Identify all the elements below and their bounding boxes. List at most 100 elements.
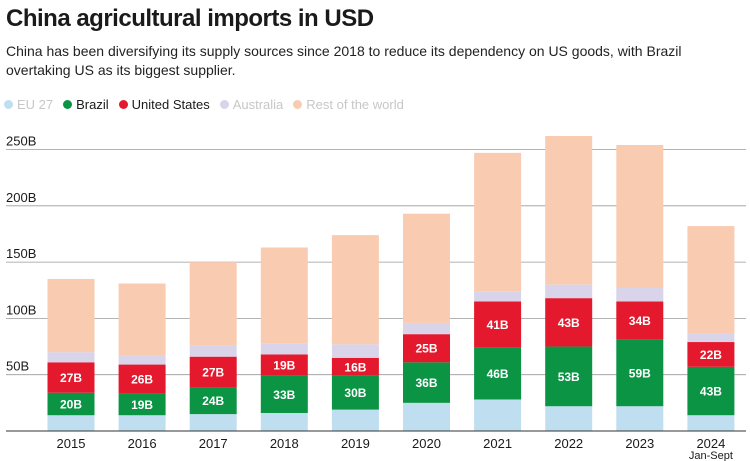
y-tick-label-250: 250B: [6, 134, 36, 149]
x-tick-label-2023: 2023: [625, 436, 654, 451]
bar-segment-eu-27-2022: [545, 406, 593, 431]
legend-swatch-rest-of-world: [293, 100, 303, 109]
bar-segment-rest-of-the-world-2019: [331, 235, 379, 345]
bar-segment-australia-2016: [118, 355, 166, 365]
bar-segment-united-states-2024: [687, 342, 735, 367]
bar-segment-eu-27-2020: [403, 402, 450, 431]
data-label-united-states-2016: 26B: [131, 373, 153, 387]
data-label-brazil-2019: 30B: [344, 386, 366, 400]
bar-segment-australia-2023: [616, 287, 664, 302]
x-tick-note-2024: Jan-Sept: [689, 450, 733, 461]
bar-segment-rest-of-the-world-2023: [616, 144, 664, 288]
bar-segment-rest-of-the-world-2021: [474, 152, 522, 292]
data-label-brazil-2020: 36B: [415, 376, 437, 390]
data-label-united-states-2019: 16B: [344, 360, 366, 374]
bar-segment-brazil-2024: [687, 366, 735, 416]
legend-label-australia: Australia: [232, 97, 284, 112]
chart-subtitle: China has been diversifying its supply s…: [6, 43, 682, 78]
bar-segment-australia-2015: [47, 352, 95, 363]
legend-label-united-states: United States: [131, 97, 210, 112]
x-tick-label-2024: 2024: [696, 436, 725, 451]
bar-segment-united-states-2022: [545, 298, 593, 347]
x-tick-label-2015: 2015: [57, 436, 86, 451]
bar-segment-brazil-2015: [47, 392, 95, 416]
data-label-brazil-2021: 46B: [487, 367, 509, 381]
legend-label-rest-of-world: Rest of the world: [306, 97, 404, 112]
bar-segment-brazil-2020: [403, 362, 450, 403]
data-label-brazil-2022: 53B: [558, 370, 580, 384]
bar-segment-australia-2021: [474, 291, 522, 302]
legend-item-brazil: Brazil: [63, 97, 109, 112]
data-label-united-states-2022: 43B: [558, 316, 580, 330]
legend-item-united-states: United States: [118, 97, 210, 112]
bar-segment-brazil-2017: [189, 387, 237, 415]
bar-segment-australia-2022: [545, 284, 593, 299]
bar-segment-eu-27-2021: [474, 399, 522, 431]
legend-item-australia: Australia: [219, 97, 284, 112]
bar-segment-united-states-2023: [616, 301, 664, 340]
legend-item-rest-of-world: Rest of the world: [293, 97, 404, 112]
data-label-brazil-2017: 24B: [202, 394, 224, 408]
legend: EU 27 Brazil United States Australia Res…: [4, 97, 404, 112]
bar-segment-united-states-2019: [331, 357, 379, 376]
bar-segment-eu-27-2018: [260, 412, 308, 431]
x-tick-label-2021: 2021: [483, 436, 512, 451]
data-label-united-states-2017: 27B: [202, 365, 224, 379]
y-tick-label-50: 50B: [6, 359, 29, 374]
bar-segment-australia-2018: [260, 343, 308, 355]
bar-segment-rest-of-the-world-2016: [118, 283, 166, 356]
data-label-brazil-2016: 19B: [131, 398, 153, 412]
x-tick-label-2020: 2020: [412, 436, 441, 451]
bar-segment-united-states-2017: [189, 356, 237, 388]
bar-segment-brazil-2022: [545, 346, 593, 407]
x-tick-label-2019: 2019: [341, 436, 370, 451]
bar-segment-united-states-2020: [403, 334, 450, 363]
y-tick-label-100: 100B: [6, 302, 36, 317]
legend-label-eu27: EU 27: [17, 97, 54, 112]
data-label-united-states-2020: 25B: [415, 342, 437, 356]
bar-segment-brazil-2021: [474, 347, 522, 400]
bar-segment-rest-of-the-world-2018: [260, 247, 308, 344]
data-label-brazil-2015: 20B: [60, 397, 82, 411]
bar-segment-united-states-2016: [118, 364, 166, 394]
legend-swatch-united-states: [118, 100, 128, 109]
bar-segment-eu-27-2016: [118, 415, 166, 431]
bar-segment-australia-2019: [331, 344, 379, 358]
bar-segment-eu-27-2019: [331, 409, 379, 431]
bar-segment-australia-2017: [189, 345, 237, 357]
bar-segment-brazil-2023: [616, 339, 664, 407]
data-label-brazil-2024: 43B: [700, 385, 722, 399]
data-label-brazil-2018: 33B: [273, 388, 295, 402]
data-label-united-states-2024: 22B: [700, 348, 722, 362]
bar-segment-eu-27-2015: [47, 415, 95, 431]
x-tick-label-2016: 2016: [128, 436, 157, 451]
data-label-united-states-2015: 27B: [60, 371, 82, 385]
data-label-united-states-2023: 34B: [629, 314, 651, 328]
legend-item-eu27: EU 27: [4, 97, 53, 112]
bar-segment-brazil-2018: [260, 375, 308, 413]
bar-segment-rest-of-the-world-2017: [189, 262, 237, 346]
bar-segment-rest-of-the-world-2022: [545, 135, 593, 285]
bar-segment-rest-of-the-world-2024: [687, 226, 735, 334]
y-tick-label-200: 200B: [6, 190, 36, 205]
legend-label-brazil: Brazil: [76, 97, 109, 112]
data-label-united-states-2021: 41B: [487, 318, 509, 332]
data-label-brazil-2023: 59B: [629, 367, 651, 381]
chart-title: China agricultural imports in USD: [6, 5, 374, 32]
bar-segment-eu-27-2023: [616, 406, 664, 431]
bar-segment-australia-2020: [403, 322, 450, 335]
bar-segment-brazil-2019: [331, 375, 379, 410]
y-tick-label-150: 150B: [6, 246, 36, 261]
legend-swatch-eu27: [4, 100, 13, 109]
bar-segment-united-states-2018: [260, 354, 308, 376]
data-label-united-states-2018: 19B: [273, 359, 295, 373]
legend-swatch-australia: [219, 100, 229, 109]
bar-segment-eu-27-2024: [687, 415, 735, 431]
x-tick-label-2018: 2018: [270, 436, 299, 451]
bar-segment-brazil-2016: [118, 393, 166, 416]
bar-segment-rest-of-the-world-2015: [47, 278, 95, 353]
bar-segment-united-states-2015: [47, 362, 95, 393]
x-tick-label-2017: 2017: [199, 436, 228, 451]
